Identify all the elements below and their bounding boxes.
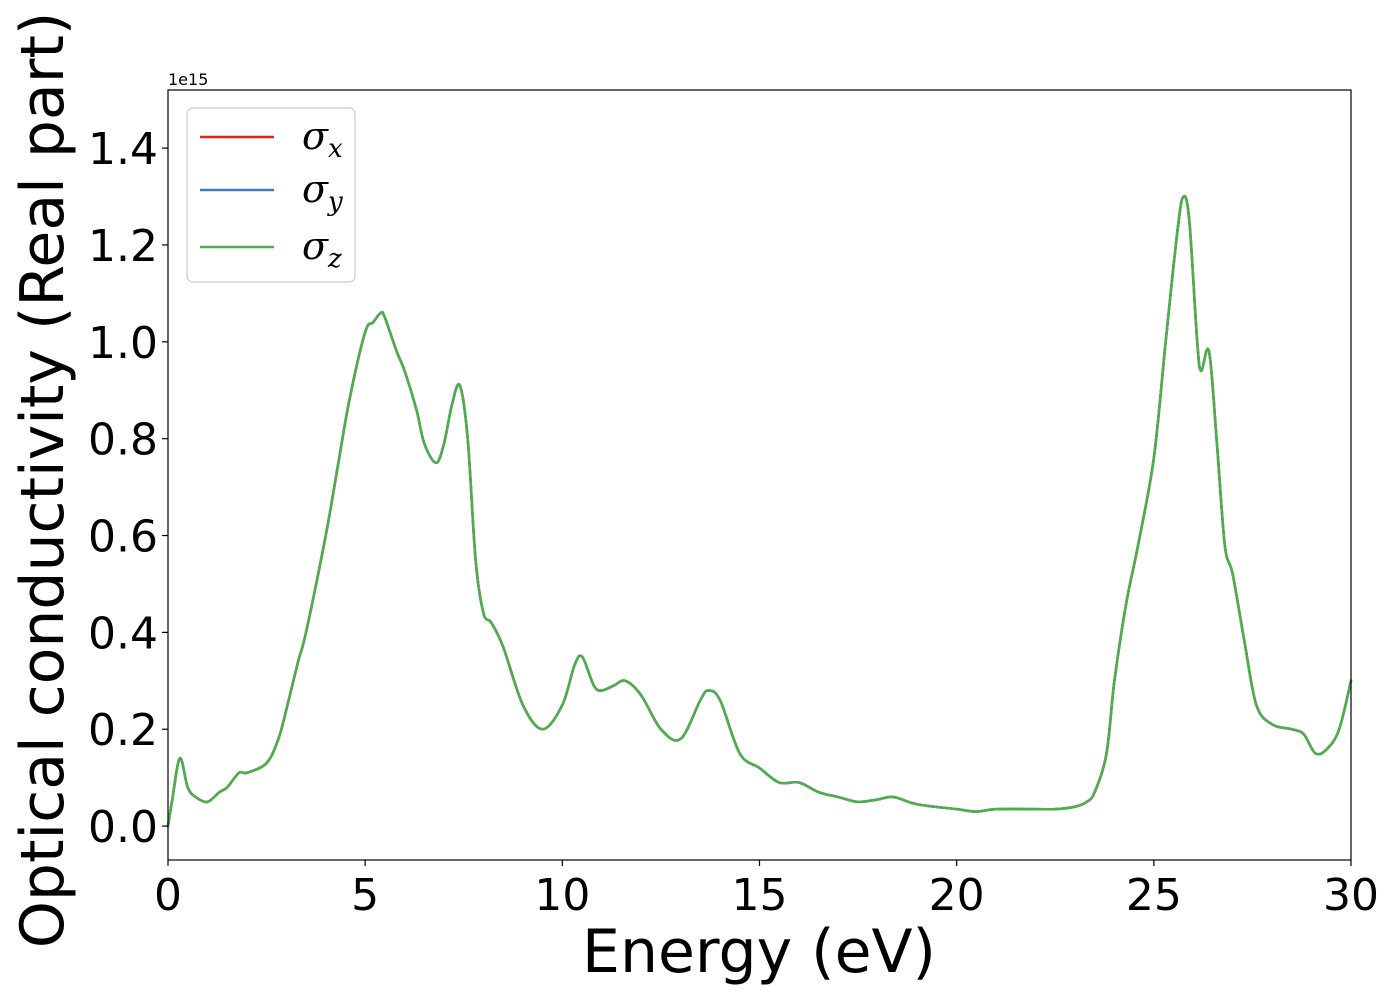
y-tick-label: 0.8 [88,415,158,466]
y-tick-label: 1.0 [88,318,158,369]
x-tick-label: 30 [1323,870,1379,921]
x-tick-label: 15 [732,870,788,921]
x-tick-label: 20 [929,870,985,921]
y-axis-label: Optical conductivity (Real part) [8,12,78,949]
y-tick-label: 0.4 [88,608,158,659]
x-tick-label: 0 [154,870,182,921]
y-tick-label: 0.6 [88,512,158,563]
y-axis-ticks: 0.0 0.2 0.4 0.6 0.8 1.0 1.2 1.4 [88,124,168,853]
y-offset-label: 1e15 [168,70,208,89]
legend-label-y: σy [302,167,343,217]
x-tick-label: 5 [351,870,379,921]
x-axis-ticks: 0 5 10 15 20 25 30 [154,860,1379,921]
x-axis-label: Energy (eV) [582,917,936,987]
y-tick-label: 0.2 [88,705,158,756]
x-tick-label: 10 [534,870,590,921]
y-tick-label: 0.0 [88,802,158,853]
y-tick-label: 1.4 [88,124,158,175]
series-line-z [166,194,1353,828]
legend-label-z: σz [302,224,342,274]
legend-box [186,107,356,283]
legend-label-x: σx [302,114,343,164]
x-tick-label: 25 [1126,870,1182,921]
data-curves [166,194,1353,828]
y-tick-label: 1.2 [88,221,158,272]
